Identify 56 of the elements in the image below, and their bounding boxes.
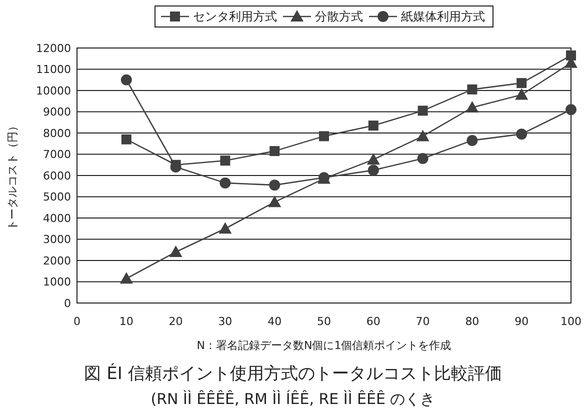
x-tick-label: 70	[416, 315, 430, 328]
point	[120, 74, 132, 86]
point	[268, 196, 282, 208]
point	[120, 272, 133, 284]
x-tick-label: 90	[514, 315, 529, 328]
x-tick-label: 100	[560, 315, 582, 328]
point	[220, 156, 230, 166]
x-axis-title: N：署名記録データ数N個に1個信頼ポイントを作成	[196, 339, 452, 352]
point	[467, 84, 478, 94]
y-axis-title: トータルコスト（円）	[6, 120, 19, 230]
legend-label: 分散方式	[315, 10, 363, 24]
point	[218, 222, 232, 234]
x-tick-label: 20	[168, 315, 183, 328]
point	[466, 101, 479, 112]
point	[319, 131, 329, 142]
x-tick-label: 30	[218, 315, 232, 328]
point	[417, 153, 428, 164]
legend-label: 紙媒体利用方式	[401, 10, 485, 24]
text: (RN ÌÌ ÊÊÊÊ, RM ÌÌ ÍÊÊ, RE ÌÌ ÊÊÊ のくき	[150, 390, 436, 408]
point	[516, 78, 527, 88]
y-tick-label: 3000	[43, 233, 71, 246]
x-tick-label: 40	[268, 315, 282, 328]
point	[566, 104, 576, 116]
y-tick-label: 5000	[43, 190, 71, 204]
point	[220, 177, 231, 188]
point	[515, 88, 528, 100]
y-tick-label: 9000	[43, 106, 71, 119]
y-tick-label: 7000	[43, 148, 71, 162]
point	[121, 134, 132, 144]
y-tick-label: 4000	[43, 212, 71, 225]
y-tick-label: 12000	[36, 42, 71, 55]
y-tick-label: 10000	[36, 84, 71, 98]
point	[270, 146, 280, 156]
y-tick-label: 8000	[43, 126, 71, 140]
y-tick-label: 6000	[43, 169, 71, 182]
point	[269, 180, 280, 191]
point	[516, 128, 528, 140]
text: 図 ÉI 信頼ポイント使用方式のトータルコスト比較評価	[84, 363, 502, 384]
legend-label: センタ利用方式	[193, 10, 277, 24]
point	[418, 106, 428, 116]
y-tick-label: 11000	[36, 63, 71, 76]
x-tick-label: 60	[366, 315, 380, 328]
x-tick-label: 80	[465, 315, 480, 328]
y-tick-label: 0	[64, 296, 71, 310]
point	[416, 130, 430, 142]
point	[368, 164, 379, 176]
point	[169, 246, 182, 257]
x-tick-label: 0	[74, 315, 80, 328]
y-tick-label: 1000	[43, 276, 71, 289]
point	[368, 120, 378, 131]
x-tick-label: 10	[119, 315, 134, 328]
point	[566, 50, 576, 60]
point	[466, 134, 478, 146]
point	[366, 153, 380, 165]
y-tick-label: 2000	[43, 254, 71, 268]
x-tick-label: 50	[317, 315, 331, 328]
